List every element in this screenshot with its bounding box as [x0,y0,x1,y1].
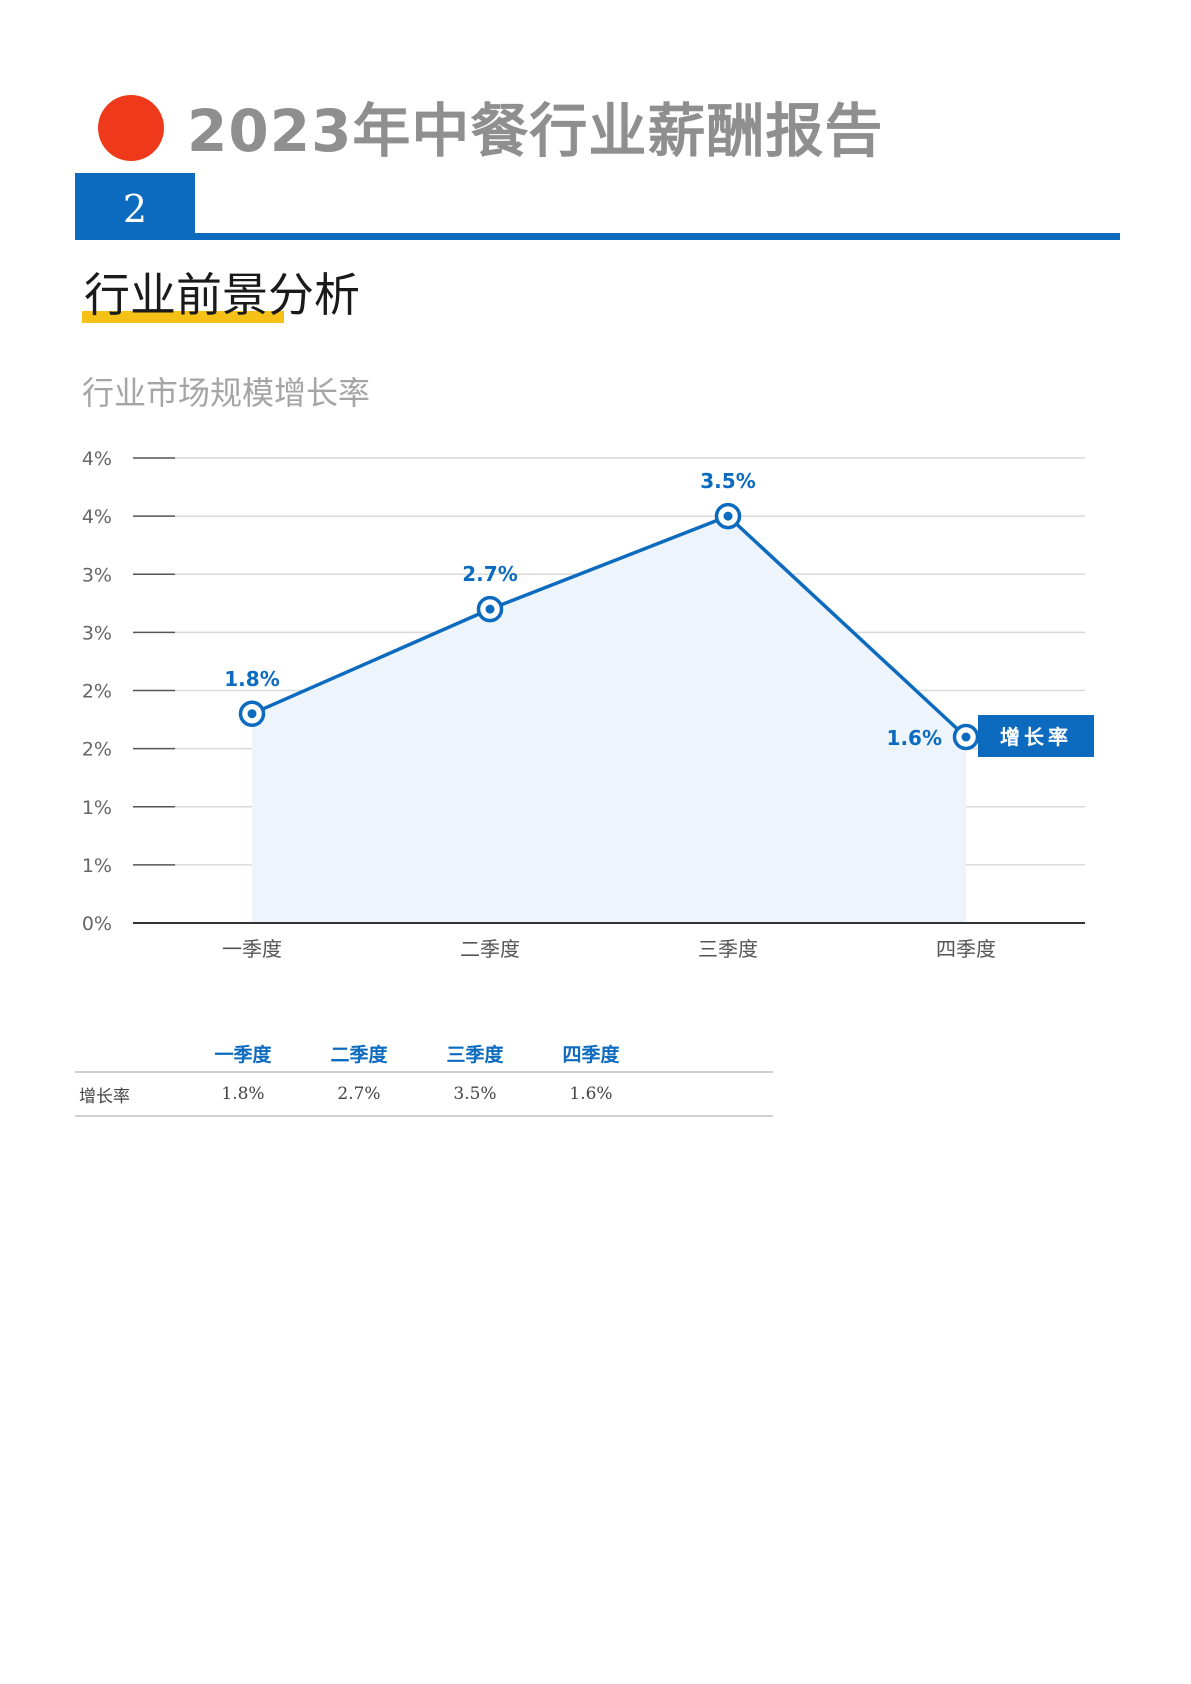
y-tick-label: 3% [82,622,112,644]
x-tick-label: 四季度 [936,937,996,961]
data-label: 1.8% [224,667,279,691]
table-cell-empty [649,1072,773,1117]
data-table: 一季度 二季度 三季度 四季度 增长率 1.8% 2.7% 3.5% 1.6% [75,1035,773,1117]
chart-title: 行业市场规模增长率 [82,374,371,412]
data-point-center [961,732,971,742]
table-header-cell [649,1035,773,1073]
y-tick-label: 1% [82,797,112,819]
title-bullet-dot [98,95,164,161]
table-header-q1: 一季度 [185,1035,301,1073]
section-divider [75,233,1120,240]
table-row-label: 增长率 [75,1072,185,1117]
table-row: 增长率 1.8% 2.7% 3.5% 1.6% [75,1072,773,1117]
table-header-q3: 三季度 [417,1035,533,1073]
data-point-center [723,511,733,521]
y-tick-label: 2% [82,681,112,703]
section-title: 行业前景分析 [84,268,360,322]
table-cell-q4: 1.6% [533,1072,649,1117]
legend-tag [978,715,1094,757]
table-cell-q2: 2.7% [301,1072,417,1117]
subtitle-highlight [82,311,284,323]
data-label: 2.7% [462,562,517,586]
growth-rate-chart: 0% 1% 1% 2% 2% 3% 3% 4% 4% 1.8% 2.7% 3.5% 1.6% 一季度 二季度… [82,448,1094,961]
data-point-center [485,604,495,614]
series-line [251,514,968,739]
table-cell-q3: 3.5% [417,1072,533,1117]
report-title: 2023年中餐行业薪酬报告 [187,97,884,165]
table-header-row: 一季度 二季度 三季度 四季度 [75,1035,773,1073]
area-fill [252,516,966,923]
y-tick-label: 1% [82,855,112,877]
table-cell-q1: 1.8% [185,1072,301,1117]
legend-label: 增长率 [1000,725,1072,749]
table-header-q2: 二季度 [301,1035,417,1073]
data-label: 1.6% [887,726,942,750]
section-number-badge: 2 [75,173,195,240]
table-header-q4: 四季度 [533,1035,649,1073]
data-point-center [247,709,257,719]
y-tick-label: 4% [82,448,112,470]
y-tick-label: 4% [82,506,112,528]
x-tick-label: 三季度 [698,937,758,961]
x-tick-label: 一季度 [222,937,282,961]
y-tick-label: 0% [82,913,112,935]
y-tick-label: 3% [82,564,112,586]
x-tick-label: 二季度 [460,937,520,961]
table-header-cell [75,1035,185,1073]
data-label: 3.5% [700,469,755,493]
y-tick-label: 2% [82,739,112,761]
